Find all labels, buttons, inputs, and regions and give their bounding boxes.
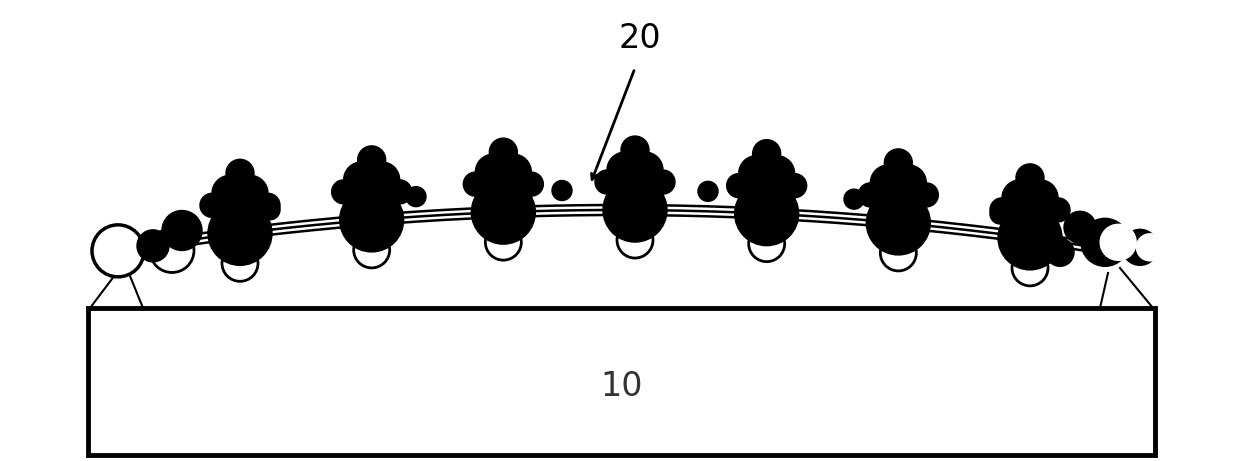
Circle shape <box>758 156 794 192</box>
Circle shape <box>489 138 518 166</box>
Circle shape <box>997 206 1062 270</box>
Text: 10: 10 <box>600 370 643 403</box>
Circle shape <box>232 175 268 211</box>
Circle shape <box>519 172 544 196</box>
Circle shape <box>138 230 169 262</box>
Circle shape <box>162 211 202 250</box>
Circle shape <box>225 160 254 187</box>
Circle shape <box>332 180 356 204</box>
Circle shape <box>1046 238 1074 266</box>
Circle shape <box>388 180 411 204</box>
Circle shape <box>870 165 907 201</box>
Circle shape <box>208 201 273 266</box>
Circle shape <box>92 225 144 277</box>
Circle shape <box>553 181 572 201</box>
Circle shape <box>150 229 195 272</box>
Circle shape <box>256 193 280 217</box>
Circle shape <box>881 235 917 271</box>
Circle shape <box>463 172 487 196</box>
Circle shape <box>748 225 784 262</box>
Circle shape <box>617 222 653 258</box>
Circle shape <box>1136 234 1163 261</box>
Circle shape <box>1080 219 1129 266</box>
Circle shape <box>1100 225 1136 260</box>
Circle shape <box>260 200 280 220</box>
Circle shape <box>1064 211 1097 243</box>
Circle shape <box>621 136 649 164</box>
Circle shape <box>1016 164 1044 192</box>
Circle shape <box>914 183 938 207</box>
Circle shape <box>1002 180 1038 216</box>
Circle shape <box>212 175 248 211</box>
Circle shape <box>406 187 426 207</box>
Circle shape <box>199 193 224 217</box>
Circle shape <box>353 232 390 268</box>
Circle shape <box>358 146 385 174</box>
Circle shape <box>471 180 535 244</box>
Circle shape <box>343 162 379 198</box>
Circle shape <box>752 140 781 168</box>
Circle shape <box>222 245 258 281</box>
Circle shape <box>698 181 717 201</box>
Circle shape <box>859 183 882 207</box>
Circle shape <box>866 191 930 255</box>
Circle shape <box>726 174 751 198</box>
Circle shape <box>486 224 522 260</box>
Circle shape <box>990 204 1010 224</box>
Circle shape <box>339 188 404 252</box>
Circle shape <box>627 152 663 188</box>
Circle shape <box>844 189 864 209</box>
Circle shape <box>783 174 807 198</box>
Circle shape <box>650 170 675 194</box>
Text: 20: 20 <box>618 22 662 54</box>
Circle shape <box>1022 180 1058 216</box>
Circle shape <box>738 156 774 192</box>
Circle shape <box>990 198 1014 222</box>
Circle shape <box>603 178 667 242</box>
Circle shape <box>476 154 512 190</box>
Circle shape <box>496 154 532 190</box>
Bar <box>88 308 1155 455</box>
Circle shape <box>1012 250 1048 286</box>
Circle shape <box>364 162 400 198</box>
Circle shape <box>595 170 620 194</box>
Circle shape <box>735 182 799 246</box>
Circle shape <box>1046 198 1070 222</box>
Circle shape <box>607 152 643 188</box>
Circle shape <box>891 165 927 201</box>
Circle shape <box>1123 229 1158 266</box>
Circle shape <box>885 149 912 177</box>
